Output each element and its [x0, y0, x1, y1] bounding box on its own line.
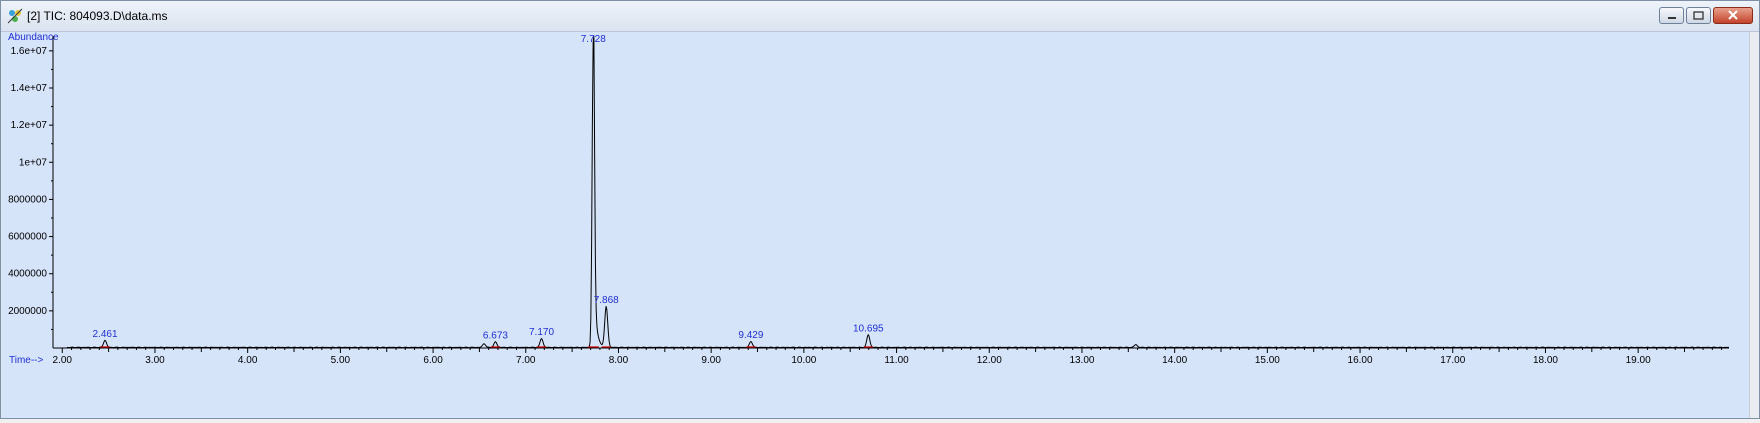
y-tick-label: 1.2e+07 — [11, 120, 48, 131]
x-tick-label: 17.00 — [1440, 355, 1465, 366]
peak-label: 7.170 — [529, 327, 554, 338]
x-axis: 2.00 3.00 4.00 5.00 6.00 7.00 8.00 9.00 10.00 11.… — [53, 348, 1723, 366]
peak-label: 2.461 — [92, 329, 117, 340]
x-tick-label: 18.00 — [1533, 355, 1558, 366]
peak-label: 7.868 — [594, 295, 619, 306]
minimize-button[interactable] — [1659, 7, 1684, 24]
x-tick-label: 6.00 — [423, 355, 443, 366]
peak-label: 9.429 — [738, 330, 763, 341]
y-tick-label: 1.4e+07 — [11, 83, 48, 94]
peak-label: 7.728 — [581, 34, 606, 45]
window-controls — [1659, 7, 1753, 25]
x-tick-label: 9.00 — [701, 355, 721, 366]
x-tick-label: 13.00 — [1069, 355, 1094, 366]
chromatogram-plot-area[interactable]: 2000000 4000000 6000000 8000000 1e+07 1.2e+07… — [3, 32, 1749, 418]
x-tick-label: 7.00 — [516, 355, 536, 366]
restore-icon — [1693, 11, 1704, 20]
x-tick-label: 12.00 — [977, 355, 1002, 366]
x-tick-label: 15.00 — [1255, 355, 1280, 366]
tic-chromatogram-chart[interactable]: 2000000 4000000 6000000 8000000 1e+07 1.2e+07… — [3, 32, 1749, 418]
window-title: [2] TIC: 804093.D\data.ms — [27, 9, 168, 23]
x-tick-label: 10.00 — [791, 355, 816, 366]
y-tick-label: 2000000 — [8, 306, 47, 317]
close-icon — [1728, 10, 1738, 20]
y-axis-label: Abundance — [8, 32, 59, 43]
peak-label: 6.673 — [483, 330, 508, 341]
y-tick-label: 4000000 — [8, 269, 47, 280]
right-scroll-strip[interactable] — [1749, 32, 1759, 418]
y-tick-label: 1e+07 — [19, 157, 48, 168]
x-tick-label: 3.00 — [145, 355, 165, 366]
y-tick-label: 1.6e+07 — [11, 46, 48, 57]
maximize-button[interactable] — [1686, 7, 1711, 24]
x-tick-label: 2.00 — [53, 355, 73, 366]
minimize-icon — [1668, 17, 1676, 19]
x-tick-label: 4.00 — [238, 355, 258, 366]
x-tick-label: 5.00 — [331, 355, 351, 366]
x-axis-label: Time--> — [9, 355, 44, 366]
y-axis: 2000000 4000000 6000000 8000000 1e+07 1.2e+07… — [8, 46, 53, 330]
tic-trace-line — [53, 35, 1730, 349]
y-tick-label: 8000000 — [8, 194, 47, 205]
x-tick-label: 14.00 — [1162, 355, 1187, 366]
chemstation-icon — [7, 8, 23, 24]
x-tick-label: 11.00 — [884, 355, 909, 366]
title-bar[interactable]: [2] TIC: 804093.D\data.ms — [1, 1, 1759, 32]
x-tick-label: 8.00 — [609, 355, 629, 366]
peak-labels: 2.461 6.673 7.170 7.728 7.868 9.429 10.695 — [92, 34, 884, 341]
x-tick-label: 19.00 — [1626, 355, 1651, 366]
x-tick-label: 16.00 — [1348, 355, 1373, 366]
peak-label: 10.695 — [853, 323, 884, 334]
close-button[interactable] — [1713, 7, 1753, 24]
y-tick-label: 6000000 — [8, 232, 47, 243]
